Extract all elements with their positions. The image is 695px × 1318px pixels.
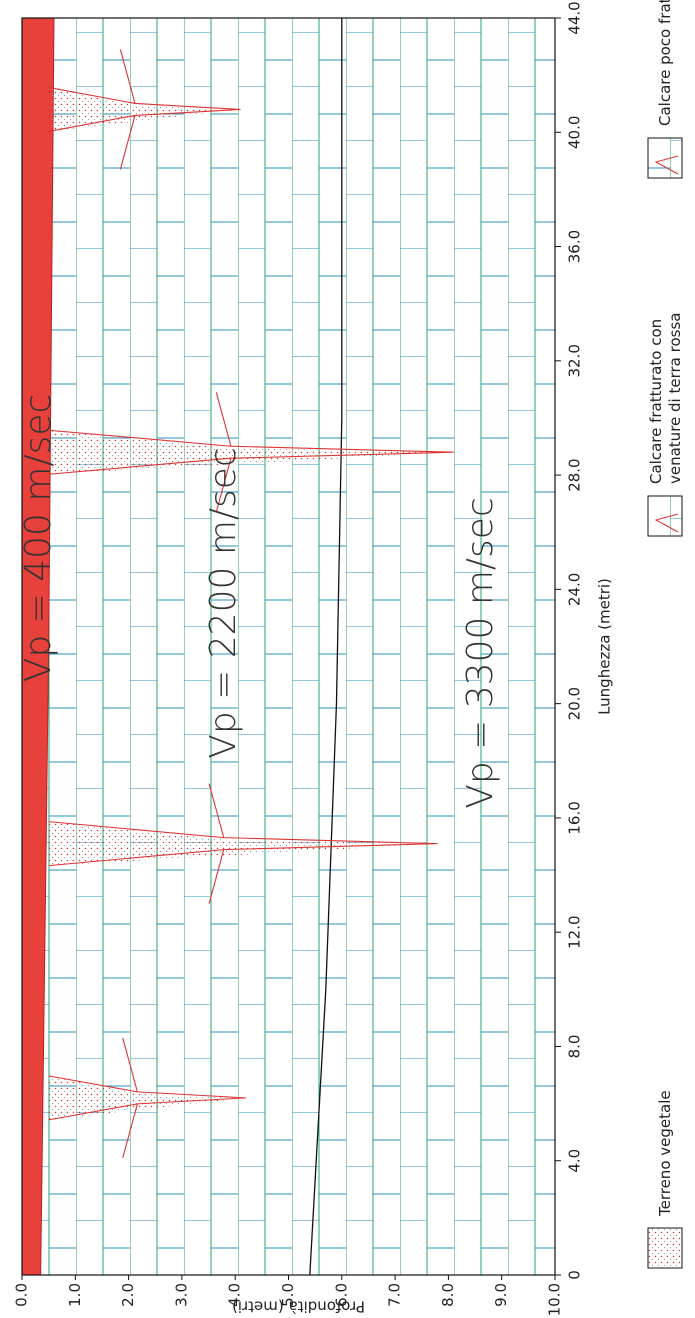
y-tick-label: 10.0 xyxy=(546,1283,564,1316)
legend-label-line: Calcare poco fratturato xyxy=(656,0,674,126)
x-tick-label: 20.0 xyxy=(566,687,584,720)
x-axis-title: Lunghezza (metri) xyxy=(596,578,614,715)
legend-label-line: venature di terra rossa xyxy=(666,313,684,484)
velocity-label: Vp = 3300 m/sec xyxy=(460,497,501,808)
x-tick-label: 0 xyxy=(566,1270,584,1280)
legend-label-line: Calcare fratturato con xyxy=(647,319,665,484)
x-tick-label: 24.0 xyxy=(566,573,584,606)
page: 0 4.0 8.0 12.0 16.0 20.0 24.0 28.0 32.0 36.0 40.0 4… xyxy=(0,0,695,1318)
x-tick-label: 28.0 xyxy=(566,458,584,491)
legend-swatch xyxy=(648,1228,682,1268)
x-tick-label: 44.0 xyxy=(566,1,584,34)
x-tick-label: 40.0 xyxy=(566,116,584,149)
y-tick-label: 9.0 xyxy=(492,1283,510,1307)
legend-swatch xyxy=(648,138,682,178)
legend-label: Calcare poco fratturato xyxy=(656,0,674,126)
x-tick-label: 16.0 xyxy=(566,801,584,834)
y-tick-label: 1.0 xyxy=(66,1283,84,1307)
velocity-label: Vp = 2200 m/sec xyxy=(203,447,244,758)
legend-label-line: Terreno vegetale xyxy=(656,1090,674,1217)
x-tick-label: 32.0 xyxy=(566,344,584,377)
velocity-label: Vp = 400 m/sec xyxy=(18,394,59,683)
y-tick-label: 3.0 xyxy=(172,1283,190,1307)
y-tick-label: 2.0 xyxy=(119,1283,137,1307)
y-tick-label: 7.0 xyxy=(386,1283,404,1307)
x-tick-label: 4.0 xyxy=(566,1149,584,1173)
rotated-frame: 0 4.0 8.0 12.0 16.0 20.0 24.0 28.0 32.0 36.0 40.0 4… xyxy=(13,0,684,1316)
x-tick-label: 8.0 xyxy=(566,1035,584,1059)
x-tick-label: 12.0 xyxy=(566,915,584,948)
legend-label: Terreno vegetale xyxy=(656,1090,674,1217)
x-tick-label: 36.0 xyxy=(566,230,584,263)
legend-label: Calcare fratturato convenature di terra … xyxy=(647,313,684,484)
y-tick-label: 0.0 xyxy=(13,1283,31,1307)
legend-swatch xyxy=(648,496,682,536)
y-axis-title: Profondità (metri) xyxy=(232,1298,365,1316)
y-tick-label: 8.0 xyxy=(439,1283,457,1307)
chart: 0 4.0 8.0 12.0 16.0 20.0 24.0 28.0 32.0 36.0 40.0 4… xyxy=(0,0,695,1318)
